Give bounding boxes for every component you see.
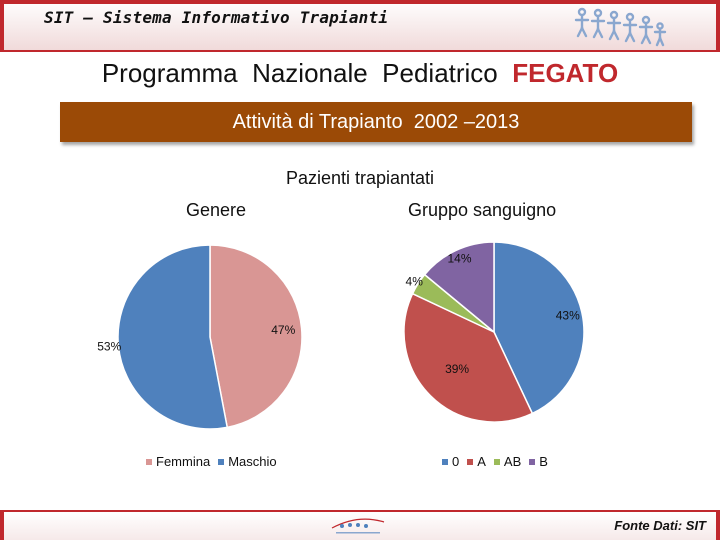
- banner-text: Attività di Trapianto 2002 –2013: [232, 111, 520, 133]
- legend-label-femmina: Femmina: [156, 454, 211, 469]
- blood-group-slice-a: [403, 292, 534, 423]
- legend-item-b: B: [529, 454, 548, 469]
- legend-swatch-b: [529, 458, 536, 465]
- header-accent-line: [0, 0, 720, 4]
- blood-group-slice-b: [423, 241, 495, 334]
- blood-group-legend: 0 A AB B: [442, 454, 556, 469]
- data-source: Fonte Dati: SIT: [614, 518, 706, 533]
- gender-data-label-femmina: 47%: [271, 323, 295, 337]
- legend-label-0: 0: [452, 454, 460, 469]
- legend-item-maschio: Maschio: [218, 454, 277, 469]
- gender-data-label-maschio: 53%: [97, 340, 121, 354]
- legend-label-a: A: [477, 454, 486, 469]
- program-title: Programma Nazionale Pediatrico FEGATO: [0, 58, 720, 89]
- gender-slice-femmina: [209, 244, 303, 429]
- legend-item-0: 0: [442, 454, 459, 469]
- blood-group-chart-subtitle: Gruppo sanguigno: [408, 200, 557, 220]
- legend-swatch-maschio: [218, 458, 225, 465]
- gender-legend: Femmina Maschio: [146, 454, 285, 469]
- legend-label-ab: AB: [503, 454, 522, 469]
- blood-group-slice-0: [493, 241, 585, 415]
- program-title-text: Programma Nazionale Pediatrico: [101, 58, 498, 88]
- legend-swatch-a: [467, 458, 474, 465]
- blood-group-data-label-b: 14%: [447, 252, 471, 266]
- chart-title: Pazienti trapiantati: [285, 168, 435, 188]
- header-bar: [0, 0, 720, 52]
- legend-item-ab: AB: [493, 454, 522, 469]
- blood-group-data-label-ab: 4%: [406, 274, 424, 288]
- activity-banner: Attività di Trapianto 2002 –2013: [60, 102, 692, 142]
- system-title: SIT – Sistema Informativo Trapianti: [44, 8, 389, 27]
- legend-swatch-ab: [493, 458, 500, 465]
- blood-group-data-label-a: 39%: [445, 362, 469, 376]
- footer-logo-icon: [331, 518, 385, 534]
- gender-chart-subtitle: Genere: [186, 200, 247, 220]
- gender-slice-maschio: [117, 244, 229, 430]
- program-organ: FEGATO: [512, 58, 619, 88]
- blood-group-data-label-0: 43%: [556, 309, 580, 323]
- legend-swatch-0: [442, 458, 448, 465]
- footer-right-border: [716, 510, 720, 540]
- header-right-border: [716, 0, 720, 52]
- legend-swatch-femmina: [146, 458, 152, 465]
- people-logo-icon: [574, 7, 667, 47]
- header-left-border: [0, 0, 4, 52]
- legend-label-b: B: [539, 454, 548, 469]
- footer-left-border: [0, 510, 4, 540]
- legend-item-femmina: Femmina: [146, 454, 210, 469]
- legend-item-a: A: [467, 454, 486, 469]
- legend-label-maschio: Maschio: [228, 454, 277, 469]
